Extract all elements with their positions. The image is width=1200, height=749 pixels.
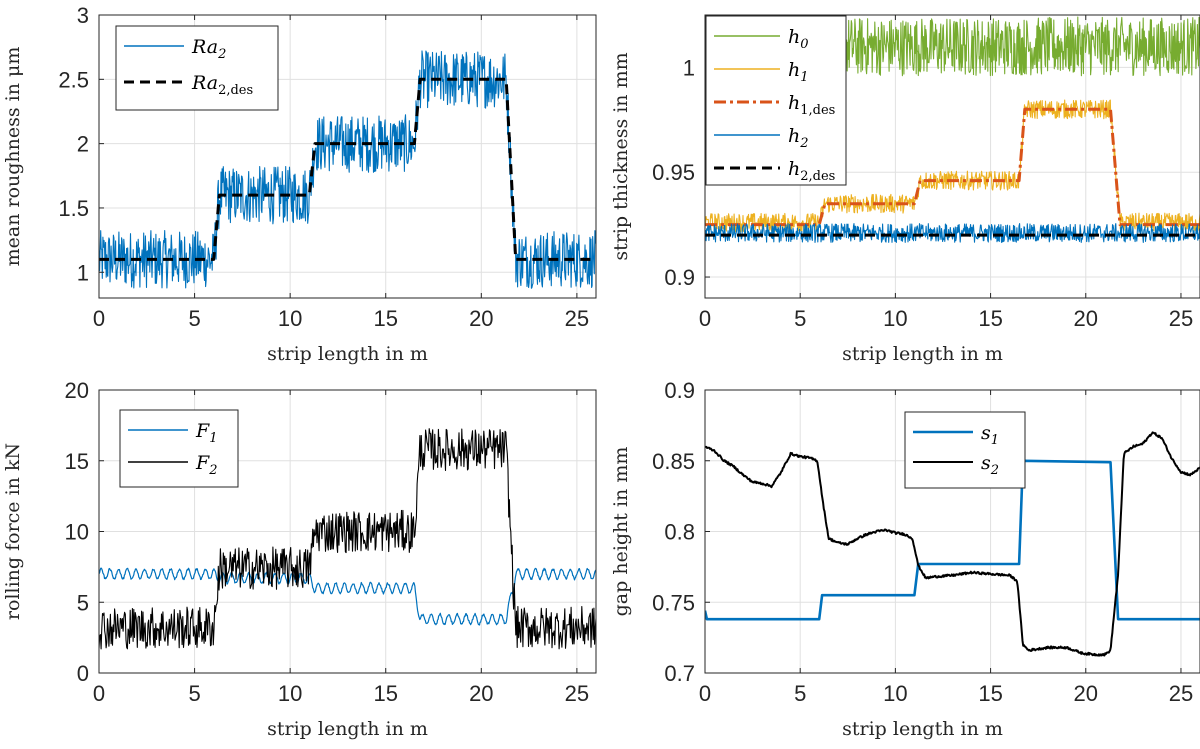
roughness-ylabel: mean roughness in μm: [2, 47, 24, 267]
gap-xtick-label: 25: [1169, 681, 1193, 706]
roughness-xtick-label: 20: [469, 306, 493, 331]
thickness-legend: h0 h1 h1,des h2 h2,des: [705, 15, 847, 186]
gap-xtick-label: 10: [883, 681, 907, 706]
force-ytick-label: 0: [77, 661, 89, 686]
gap-legend-label-1: s2: [981, 452, 999, 478]
gap-ytick-label: 0.7: [664, 661, 695, 686]
roughness-legend: Ra2 Ra2,des: [115, 25, 279, 111]
roughness-xlabel: strip length in m: [267, 343, 428, 365]
force-series-group: [99, 428, 596, 650]
force-ytick-label: 10: [65, 520, 89, 545]
force-xtick-label: 20: [469, 681, 493, 706]
force-legend-label-1: F2: [195, 452, 217, 478]
gap-ylabel: gap height in mm: [610, 447, 632, 617]
force-xtick-label: 25: [565, 681, 589, 706]
gap-ytick-label: 0.8: [664, 520, 695, 545]
thickness-xtick-label: 0: [699, 306, 711, 331]
thickness-xlabel: strip length in m: [842, 343, 1003, 365]
roughness-series-1: [99, 77, 596, 261]
thickness-ylabel: strip thickness in mm: [610, 52, 632, 260]
gap-xtick-label: 5: [794, 681, 806, 706]
thickness-xtick-label: 5: [794, 306, 806, 331]
thickness-series-0: [841, 16, 1200, 77]
gap-xtick-label: 20: [1074, 681, 1098, 706]
roughness-xtick-label: 5: [188, 306, 200, 331]
roughness-xtick-label: 0: [93, 306, 105, 331]
roughness-xtick-label: 15: [373, 306, 397, 331]
gap-legend-box: [904, 411, 1026, 489]
force-xlabel: strip length in m: [267, 718, 428, 740]
thickness-ytick-label: 0.95: [652, 160, 695, 185]
force-legend-box: [119, 409, 239, 488]
thickness-series-2: [705, 107, 1200, 227]
thickness-ytick-label: 1: [683, 55, 695, 80]
roughness-legend-label-1: Ra2,des: [191, 72, 253, 98]
roughness-ytick-label: 1: [77, 260, 89, 285]
roughness-axis-box: [98, 14, 597, 299]
force-xtick-label: 5: [188, 681, 200, 706]
thickness-legend-label-0: h0: [788, 26, 809, 52]
gap-xtick-label: 15: [978, 681, 1002, 706]
roughness-series-0: [99, 50, 596, 289]
thickness-legend-label-2: h1,des: [788, 92, 835, 118]
force-xtick-label: 0: [93, 681, 105, 706]
roughness-legend-box: [115, 25, 279, 111]
thickness-xtick-label: 20: [1074, 306, 1098, 331]
force-ylabel: rolling force in kN: [2, 443, 24, 620]
roughness-ytick-label: 1.5: [58, 196, 89, 221]
thickness-legend-label-3: h2: [788, 125, 809, 151]
force-ytick-label: 20: [65, 378, 89, 403]
gap-ytick-label: 0.9: [664, 378, 695, 403]
roughness-ytick-label: 3: [77, 3, 89, 28]
roughness-series-group: [99, 50, 596, 289]
thickness-legend-label-1: h1: [788, 59, 809, 85]
thickness-axis-box: [704, 14, 1200, 299]
gap-xlabel: strip length in m: [842, 718, 1003, 740]
roughness-ytick-label: 2.5: [58, 67, 89, 92]
force-ytick-label: 5: [77, 590, 89, 615]
gap-series-1: [705, 431, 1200, 657]
gap-legend-label-0: s1: [981, 422, 999, 448]
force-series-1: [99, 428, 596, 650]
roughness-xtick-label: 25: [565, 306, 589, 331]
thickness-series-1: [705, 99, 1200, 233]
thickness-xtick-label: 10: [883, 306, 907, 331]
force-xtick-label: 15: [373, 681, 397, 706]
roughness-legend-label-0: Ra2: [191, 36, 226, 62]
gap-ytick-label: 0.85: [652, 449, 695, 474]
thickness-xtick-label: 25: [1169, 306, 1193, 331]
panel-roughness: 0 5 10 15 20 25 1 1.5 2 2.5 3 strip length in m mean…: [2, 3, 597, 365]
force-xtick-label: 10: [278, 681, 302, 706]
thickness-xtick-label: 15: [978, 306, 1002, 331]
force-ytick-label: 15: [65, 449, 89, 474]
gap-ytick-label: 0.75: [652, 590, 695, 615]
roughness-xtick-label: 10: [278, 306, 302, 331]
thickness-series-3: [705, 223, 1200, 243]
gap-series-group: [705, 431, 1200, 657]
thickness-series-group: [705, 16, 1200, 243]
thickness-legend-label-4: h2,des: [788, 158, 835, 184]
panel-force: 0 5 10 15 20 25 0 5 10 15 20 strip length in m rolli…: [2, 378, 597, 740]
force-legend-label-0: F1: [195, 420, 217, 446]
thickness-ytick-label: 0.9: [664, 265, 695, 290]
panel-thickness: 0 5 10 15 20 25 0.9 0.95 1 strip length in m strip…: [610, 14, 1200, 365]
panel-gap: 0 5 10 15 20 25 0.7 0.75 0.8 0.85 0.9 strip length …: [610, 378, 1200, 740]
gap-xtick-label: 0: [699, 681, 711, 706]
roughness-ytick-label: 2: [77, 132, 89, 157]
